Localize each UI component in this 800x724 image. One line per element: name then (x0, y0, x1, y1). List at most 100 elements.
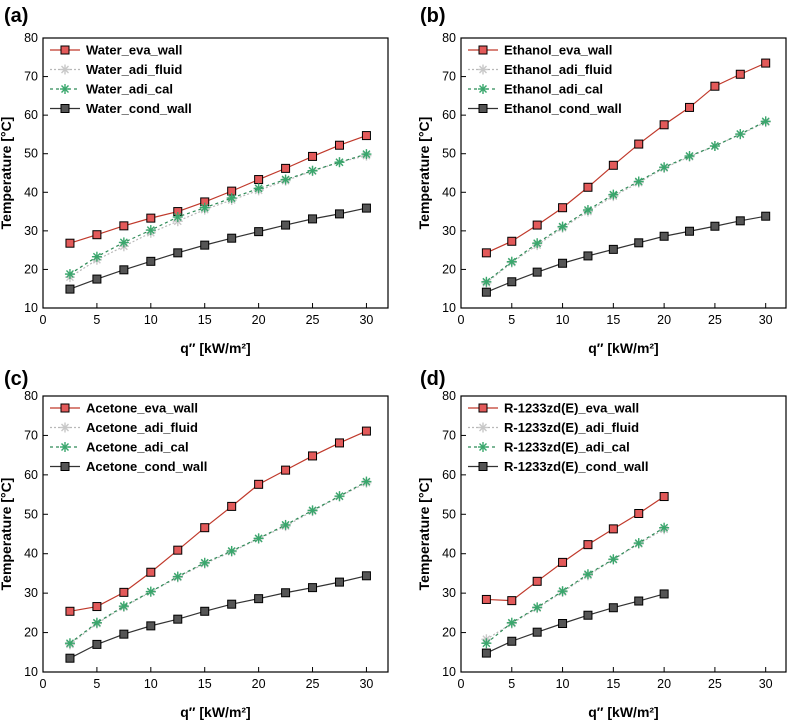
x-tick-label: 25 (708, 313, 722, 327)
y-tick-label: 50 (442, 147, 456, 161)
data-point (281, 220, 291, 230)
data-point (760, 116, 771, 127)
data-point (634, 508, 644, 518)
data-point (558, 619, 568, 629)
data-point (281, 588, 291, 598)
plot-frame (42, 395, 389, 673)
data-point (307, 165, 318, 176)
legend-label: Acetone_adi_cal (86, 440, 189, 455)
data-point (119, 221, 129, 231)
data-point (659, 522, 670, 533)
data-point (199, 202, 210, 213)
data-point (507, 277, 517, 287)
x-tick-label: 0 (458, 677, 465, 691)
data-point (173, 248, 183, 258)
data-point (91, 617, 102, 628)
series-cond (481, 589, 669, 658)
data-point (281, 465, 291, 475)
data-point (227, 233, 237, 243)
data-point (532, 576, 542, 586)
legend-label: Water_adi_fluid (86, 62, 182, 77)
x-tick-label: 30 (759, 677, 773, 691)
data-point (608, 244, 618, 254)
x-tick-label: 25 (708, 677, 722, 691)
data-point (507, 596, 517, 606)
data-point (308, 583, 318, 593)
data-point (307, 505, 318, 516)
data-point (173, 614, 183, 624)
series-line (69, 481, 367, 644)
y-tick-label: 50 (24, 147, 38, 161)
legend-marker (60, 403, 70, 413)
data-point (685, 102, 695, 112)
data-point (506, 617, 517, 628)
data-point (608, 524, 618, 534)
data-point (583, 182, 593, 192)
data-point (633, 176, 644, 187)
y-tick-label: 10 (24, 665, 38, 679)
data-point (481, 594, 491, 604)
series-line (69, 575, 367, 659)
y-tick-label: 70 (442, 428, 456, 442)
legend-label: Ethanol_adi_cal (504, 82, 603, 97)
data-point (761, 211, 771, 221)
chart-panel-3: (c) 10 20 30 40 50 60 70 80 0 5 10 15 20 25 30 q″ [kW/m²… (0, 368, 389, 720)
y-tick-label: 40 (442, 547, 456, 561)
series-line (69, 153, 367, 275)
data-point (709, 141, 720, 151)
series-adi_cal (64, 149, 372, 280)
legend-label: Water_cond_wall (86, 101, 192, 116)
x-tick-label: 10 (556, 313, 570, 327)
legend-label: Water_adi_cal (86, 82, 173, 97)
x-tick-label: 20 (252, 677, 266, 691)
y-tick-label: 30 (24, 224, 38, 238)
data-point (118, 601, 129, 612)
legend-marker (60, 45, 70, 55)
y-tick-label: 60 (24, 468, 38, 482)
data-point (532, 627, 542, 637)
data-point (65, 284, 75, 294)
panel-label: (c) (4, 368, 28, 390)
series-line (69, 207, 367, 290)
data-point (583, 610, 593, 620)
y-tick-label: 50 (442, 507, 456, 521)
y-tick-label: 30 (442, 586, 456, 600)
series-line (486, 121, 766, 284)
y-tick-label: 20 (24, 626, 38, 640)
data-point (199, 557, 210, 568)
data-point (361, 149, 372, 160)
data-point (226, 193, 237, 204)
data-point (659, 492, 669, 502)
x-axis-label: q″ [kW/m²] (180, 340, 250, 356)
data-point (361, 571, 371, 581)
series-eva (65, 131, 371, 248)
data-point (633, 538, 644, 549)
x-tick-label: 25 (306, 677, 320, 691)
chart-panel-2: (b) 10 20 30 40 50 60 70 80 0 5 10 15 20 25 30 q″ [kW/m²… (416, 5, 787, 356)
data-point (281, 163, 291, 173)
series-line (486, 528, 665, 640)
legend-label: Acetone_cond_wall (86, 459, 207, 474)
data-point (280, 174, 291, 185)
x-tick-label: 0 (40, 313, 47, 327)
series-line (486, 527, 665, 644)
data-point (254, 594, 264, 604)
x-tick-label: 30 (359, 313, 373, 327)
series-line (69, 482, 367, 645)
x-tick-label: 20 (657, 313, 671, 327)
data-point (65, 606, 75, 616)
data-point (308, 451, 318, 461)
data-point (735, 69, 745, 79)
data-point (532, 220, 542, 230)
data-point (334, 209, 344, 219)
y-tick-label: 80 (442, 389, 456, 403)
data-point (532, 238, 543, 249)
data-point (64, 269, 75, 280)
data-point (361, 476, 372, 487)
data-point (119, 629, 129, 639)
legend-marker (60, 462, 70, 471)
y-tick-label: 20 (442, 262, 456, 276)
data-point (92, 639, 102, 649)
series-cond (65, 203, 371, 294)
data-point (557, 586, 568, 597)
